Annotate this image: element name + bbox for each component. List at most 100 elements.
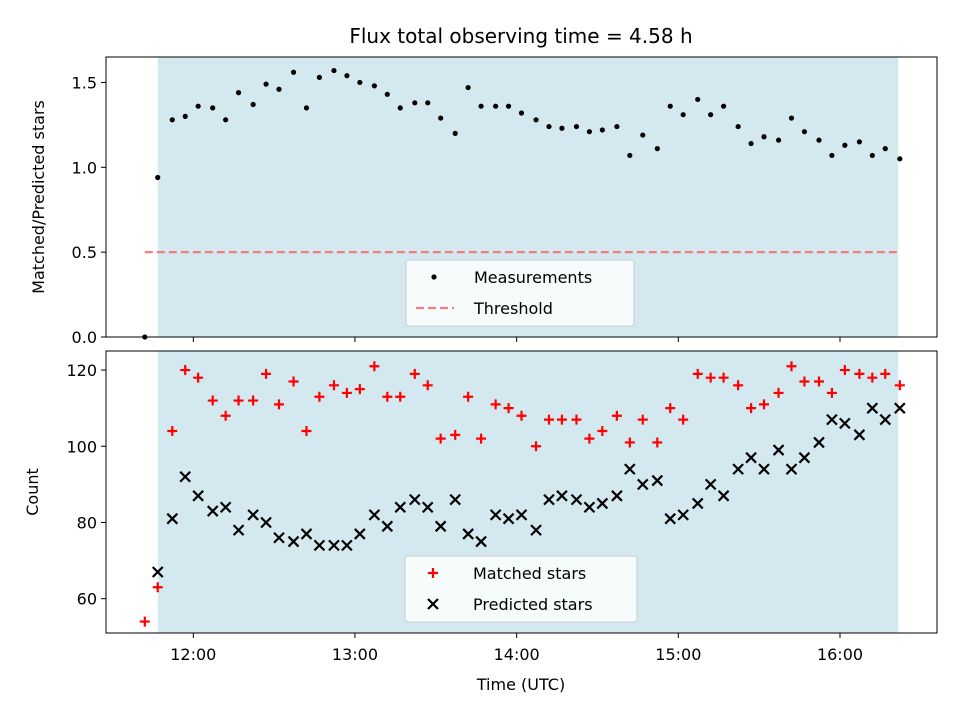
matched-stars-point-25	[476, 433, 487, 444]
matched-stars-point-49	[799, 376, 810, 387]
matched-stars-point-5	[207, 395, 218, 406]
predicted-stars-point-52	[853, 429, 866, 441]
measurements-point-47	[775, 137, 782, 143]
matched-stars-point-55	[880, 368, 891, 379]
matched-stars-point-26	[490, 399, 501, 410]
matched-stars-point-13	[314, 391, 325, 402]
y-tick-label: 60	[77, 590, 97, 609]
predicted-stars-point-36	[636, 478, 649, 491]
measurements-point-11	[290, 69, 297, 75]
measurements-point-8	[250, 101, 256, 108]
predicted-stars-point-2	[179, 470, 191, 483]
measurements-point-33	[586, 129, 593, 135]
predicted-stars-point-19	[409, 493, 421, 506]
measurements-point-40	[680, 112, 686, 118]
predicted-stars-point-46	[772, 444, 785, 456]
matched-stars-point-45	[746, 403, 757, 414]
measurements-point-45	[748, 140, 754, 147]
predicted-stars-point-18	[394, 501, 407, 514]
plot-frame	[105, 56, 938, 338]
predicted-stars-point-35	[624, 463, 636, 475]
y-tick-label: 80	[77, 513, 97, 532]
x-tick-label: 12:00	[170, 645, 216, 664]
predicted-stars-point-4	[206, 505, 219, 517]
measurements-point-54	[869, 152, 875, 159]
predicted-stars-point-5	[219, 501, 232, 514]
predicted-stars-point-42	[717, 490, 730, 502]
measurements-point-2	[169, 117, 175, 123]
x-tick-label: 13:00	[332, 645, 378, 664]
measurements-point-41	[695, 96, 701, 103]
matched-stars-point-27	[503, 403, 514, 414]
predicted-stars-point-48	[798, 451, 811, 464]
measurements-point-21	[425, 100, 431, 106]
chart-title: Flux total observing time = 4.58 h	[349, 24, 692, 48]
matched-stars-point-14	[328, 380, 339, 391]
matched-stars-point-3	[180, 365, 191, 376]
x-tick-label: 15:00	[655, 645, 701, 664]
bottom-panel: 60 80 100 120 12:00 13:00 14:00 15:00 16:00 Count…	[23, 350, 938, 664]
measurements-point-27	[505, 103, 512, 109]
predicted-stars-point-40	[691, 497, 704, 510]
matched-stars-point-10	[273, 399, 284, 410]
matched-stars-point-38	[652, 437, 663, 448]
predicted-stars-point-47	[785, 463, 798, 475]
predicted-stars-point-43	[732, 463, 744, 475]
measurements-point-12	[303, 105, 310, 111]
matched-stars-point-6	[220, 410, 231, 421]
measurements-point-7	[235, 90, 242, 96]
matched-stars-point-2	[167, 426, 178, 437]
predicted-stars-point-31	[570, 493, 583, 506]
measurements-point-50	[816, 137, 822, 143]
measurements-point-25	[478, 103, 484, 109]
measurements-point-5	[210, 105, 216, 111]
predicted-stars-point-39	[677, 509, 689, 521]
predicted-stars-point-10	[287, 535, 300, 548]
predicted-stars-point-27	[515, 509, 528, 521]
measurements-point-9	[263, 81, 269, 87]
matched-stars-point-18	[382, 391, 393, 402]
predicted-stars-point-55	[894, 402, 906, 414]
measurements-point-35	[614, 123, 620, 130]
predicted-stars-point-1	[166, 512, 179, 525]
y-tick-label: 0.0	[72, 328, 97, 347]
measurements-point-44	[735, 123, 741, 130]
matched-stars-point-56	[894, 380, 905, 391]
measurements-point-16	[357, 79, 363, 86]
predicted-stars-point-28	[530, 524, 542, 536]
predicted-stars-point-37	[651, 474, 664, 487]
x-axis-label: Time (UTC)	[476, 675, 565, 694]
predicted-stars-point-49	[813, 436, 825, 449]
predicted-stars-point-44	[745, 451, 757, 464]
matched-stars-point-16	[354, 384, 365, 395]
matched-stars-point-17	[369, 361, 380, 372]
predicted-stars-point-38	[664, 512, 677, 525]
matched-stars-point-37	[637, 414, 648, 425]
measurements-point-6	[223, 117, 229, 123]
matched-stars-point-15	[341, 387, 352, 398]
predicted-stars-point-15	[354, 528, 366, 540]
measurements-point-22	[438, 115, 444, 121]
predicted-stars-point-13	[328, 539, 340, 552]
matched-stars-point-47	[773, 387, 784, 398]
matched-stars-point-44	[733, 380, 744, 391]
matched-stars-point-32	[571, 414, 582, 425]
predicted-stars-legend-marker-point	[427, 598, 439, 610]
legend: Matched stars Predicted stars	[404, 555, 638, 623]
measurements-point-29	[533, 117, 539, 123]
matched-stars-point-52	[839, 365, 850, 376]
predicted-stars-point-34	[611, 490, 623, 502]
y-tick-label: 100	[66, 437, 97, 456]
matched-stars-point-28	[516, 410, 527, 421]
top-panel: 0.0 0.5 1.0 1.5 Matched/Predicted stars Measu…	[29, 56, 938, 347]
measurements-point-31	[559, 125, 565, 131]
predicted-stars-point-30	[556, 490, 568, 502]
measurements-point-19	[397, 105, 403, 111]
measurements-point-3	[182, 113, 188, 119]
measurements-point-23	[452, 130, 458, 136]
predicted-stars-point-22	[449, 493, 461, 506]
x-tick-label: 16:00	[817, 645, 863, 664]
measurements-point-18	[384, 91, 390, 97]
matched-stars-point-46	[759, 399, 770, 410]
